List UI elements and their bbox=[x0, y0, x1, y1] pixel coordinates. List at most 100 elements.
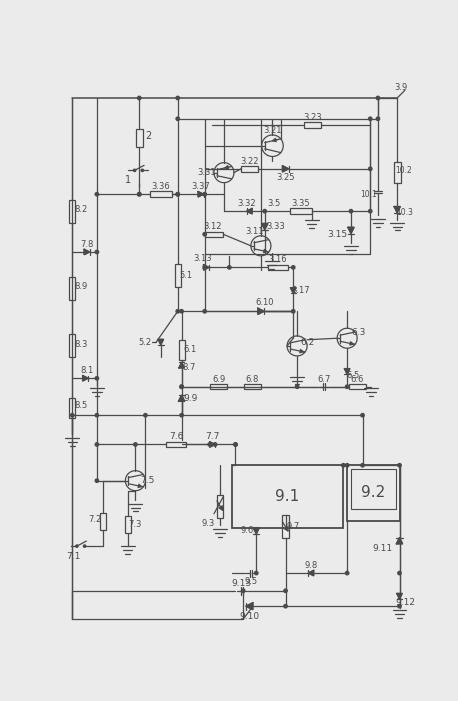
Bar bbox=[304, 122, 321, 128]
Polygon shape bbox=[290, 288, 296, 293]
Text: 3.12: 3.12 bbox=[203, 222, 222, 231]
Circle shape bbox=[176, 193, 180, 196]
Text: 8.9: 8.9 bbox=[75, 282, 88, 291]
Circle shape bbox=[176, 117, 180, 121]
Text: 3.16: 3.16 bbox=[268, 255, 287, 264]
Polygon shape bbox=[82, 376, 88, 381]
Circle shape bbox=[144, 414, 147, 417]
Text: 6.6: 6.6 bbox=[350, 374, 364, 383]
Circle shape bbox=[228, 266, 231, 269]
Text: 6.2: 6.2 bbox=[301, 338, 315, 346]
Text: 8.3: 8.3 bbox=[75, 340, 88, 349]
Bar bbox=[136, 129, 143, 147]
Polygon shape bbox=[308, 571, 314, 576]
Circle shape bbox=[292, 310, 295, 313]
Text: 3.23: 3.23 bbox=[303, 113, 322, 122]
Text: 9.1: 9.1 bbox=[275, 489, 300, 504]
Text: 6.5: 6.5 bbox=[347, 371, 360, 380]
Circle shape bbox=[292, 266, 295, 269]
Text: 3.11: 3.11 bbox=[245, 226, 264, 236]
Polygon shape bbox=[203, 265, 209, 270]
Bar bbox=[351, 469, 396, 509]
Circle shape bbox=[284, 589, 287, 592]
Text: 3.21: 3.21 bbox=[263, 125, 282, 135]
Polygon shape bbox=[394, 207, 400, 212]
Circle shape bbox=[241, 589, 245, 592]
Circle shape bbox=[203, 310, 207, 313]
Text: 7.8: 7.8 bbox=[80, 240, 93, 249]
Bar bbox=[244, 384, 261, 390]
Text: 6.3: 6.3 bbox=[351, 327, 366, 336]
Text: 9.6: 9.6 bbox=[240, 526, 254, 536]
Circle shape bbox=[234, 443, 237, 446]
Circle shape bbox=[398, 571, 401, 575]
Circle shape bbox=[180, 414, 183, 417]
Text: 9.12: 9.12 bbox=[396, 598, 416, 607]
Text: 3.25: 3.25 bbox=[276, 172, 295, 182]
Circle shape bbox=[134, 443, 137, 446]
Circle shape bbox=[180, 310, 183, 313]
Bar bbox=[174, 264, 181, 287]
Text: 7.3: 7.3 bbox=[129, 520, 142, 529]
Text: 1: 1 bbox=[125, 175, 131, 185]
Circle shape bbox=[95, 376, 98, 380]
Bar bbox=[283, 515, 289, 538]
Text: 3.13: 3.13 bbox=[193, 254, 212, 264]
Circle shape bbox=[95, 250, 98, 254]
Text: 9.2: 9.2 bbox=[361, 486, 386, 501]
Text: 6.8: 6.8 bbox=[246, 374, 259, 383]
Text: 9.7: 9.7 bbox=[287, 522, 300, 531]
Polygon shape bbox=[262, 224, 268, 230]
Text: 3.17: 3.17 bbox=[292, 286, 310, 295]
Circle shape bbox=[345, 571, 349, 575]
Circle shape bbox=[176, 96, 180, 100]
Text: 9.11: 9.11 bbox=[372, 544, 393, 553]
Circle shape bbox=[180, 385, 183, 388]
Text: 3.33: 3.33 bbox=[266, 222, 285, 231]
Text: 9.3: 9.3 bbox=[202, 519, 215, 528]
Circle shape bbox=[76, 545, 78, 547]
Text: 3.31: 3.31 bbox=[198, 168, 216, 177]
Text: 10.2: 10.2 bbox=[395, 166, 412, 175]
Circle shape bbox=[180, 385, 183, 388]
Polygon shape bbox=[247, 208, 252, 214]
Text: 3.35: 3.35 bbox=[292, 199, 310, 208]
Polygon shape bbox=[158, 339, 164, 345]
Circle shape bbox=[137, 193, 141, 196]
Bar bbox=[241, 166, 258, 172]
Polygon shape bbox=[344, 369, 350, 374]
Circle shape bbox=[369, 117, 372, 121]
Circle shape bbox=[137, 96, 141, 100]
Bar bbox=[69, 277, 75, 300]
Circle shape bbox=[213, 443, 217, 446]
Text: 3.37: 3.37 bbox=[191, 182, 210, 191]
Bar bbox=[210, 384, 227, 390]
Bar bbox=[232, 465, 344, 529]
Circle shape bbox=[342, 463, 345, 467]
Polygon shape bbox=[246, 603, 253, 610]
Text: 6.9: 6.9 bbox=[212, 374, 225, 383]
Text: 8.5: 8.5 bbox=[75, 402, 88, 411]
Text: 9.13: 9.13 bbox=[232, 578, 252, 587]
Polygon shape bbox=[210, 442, 215, 447]
Circle shape bbox=[284, 604, 287, 608]
Polygon shape bbox=[84, 250, 90, 254]
Text: 10.1: 10.1 bbox=[360, 190, 377, 198]
Text: 6.1: 6.1 bbox=[184, 346, 196, 354]
Polygon shape bbox=[179, 395, 185, 402]
Text: 7.6: 7.6 bbox=[169, 432, 183, 440]
Text: 7.5: 7.5 bbox=[141, 476, 155, 485]
Text: 8.1: 8.1 bbox=[80, 366, 93, 375]
Text: 3.32: 3.32 bbox=[237, 199, 256, 208]
Text: 9.8: 9.8 bbox=[304, 561, 317, 570]
Text: 6.7: 6.7 bbox=[317, 374, 331, 383]
Bar bbox=[349, 384, 365, 390]
Circle shape bbox=[203, 266, 207, 269]
Text: 3.36: 3.36 bbox=[152, 182, 170, 191]
Circle shape bbox=[137, 193, 141, 196]
Circle shape bbox=[203, 233, 207, 236]
Circle shape bbox=[369, 167, 372, 170]
Text: 7.7: 7.7 bbox=[205, 432, 219, 440]
Circle shape bbox=[263, 210, 267, 213]
Bar bbox=[69, 334, 75, 358]
